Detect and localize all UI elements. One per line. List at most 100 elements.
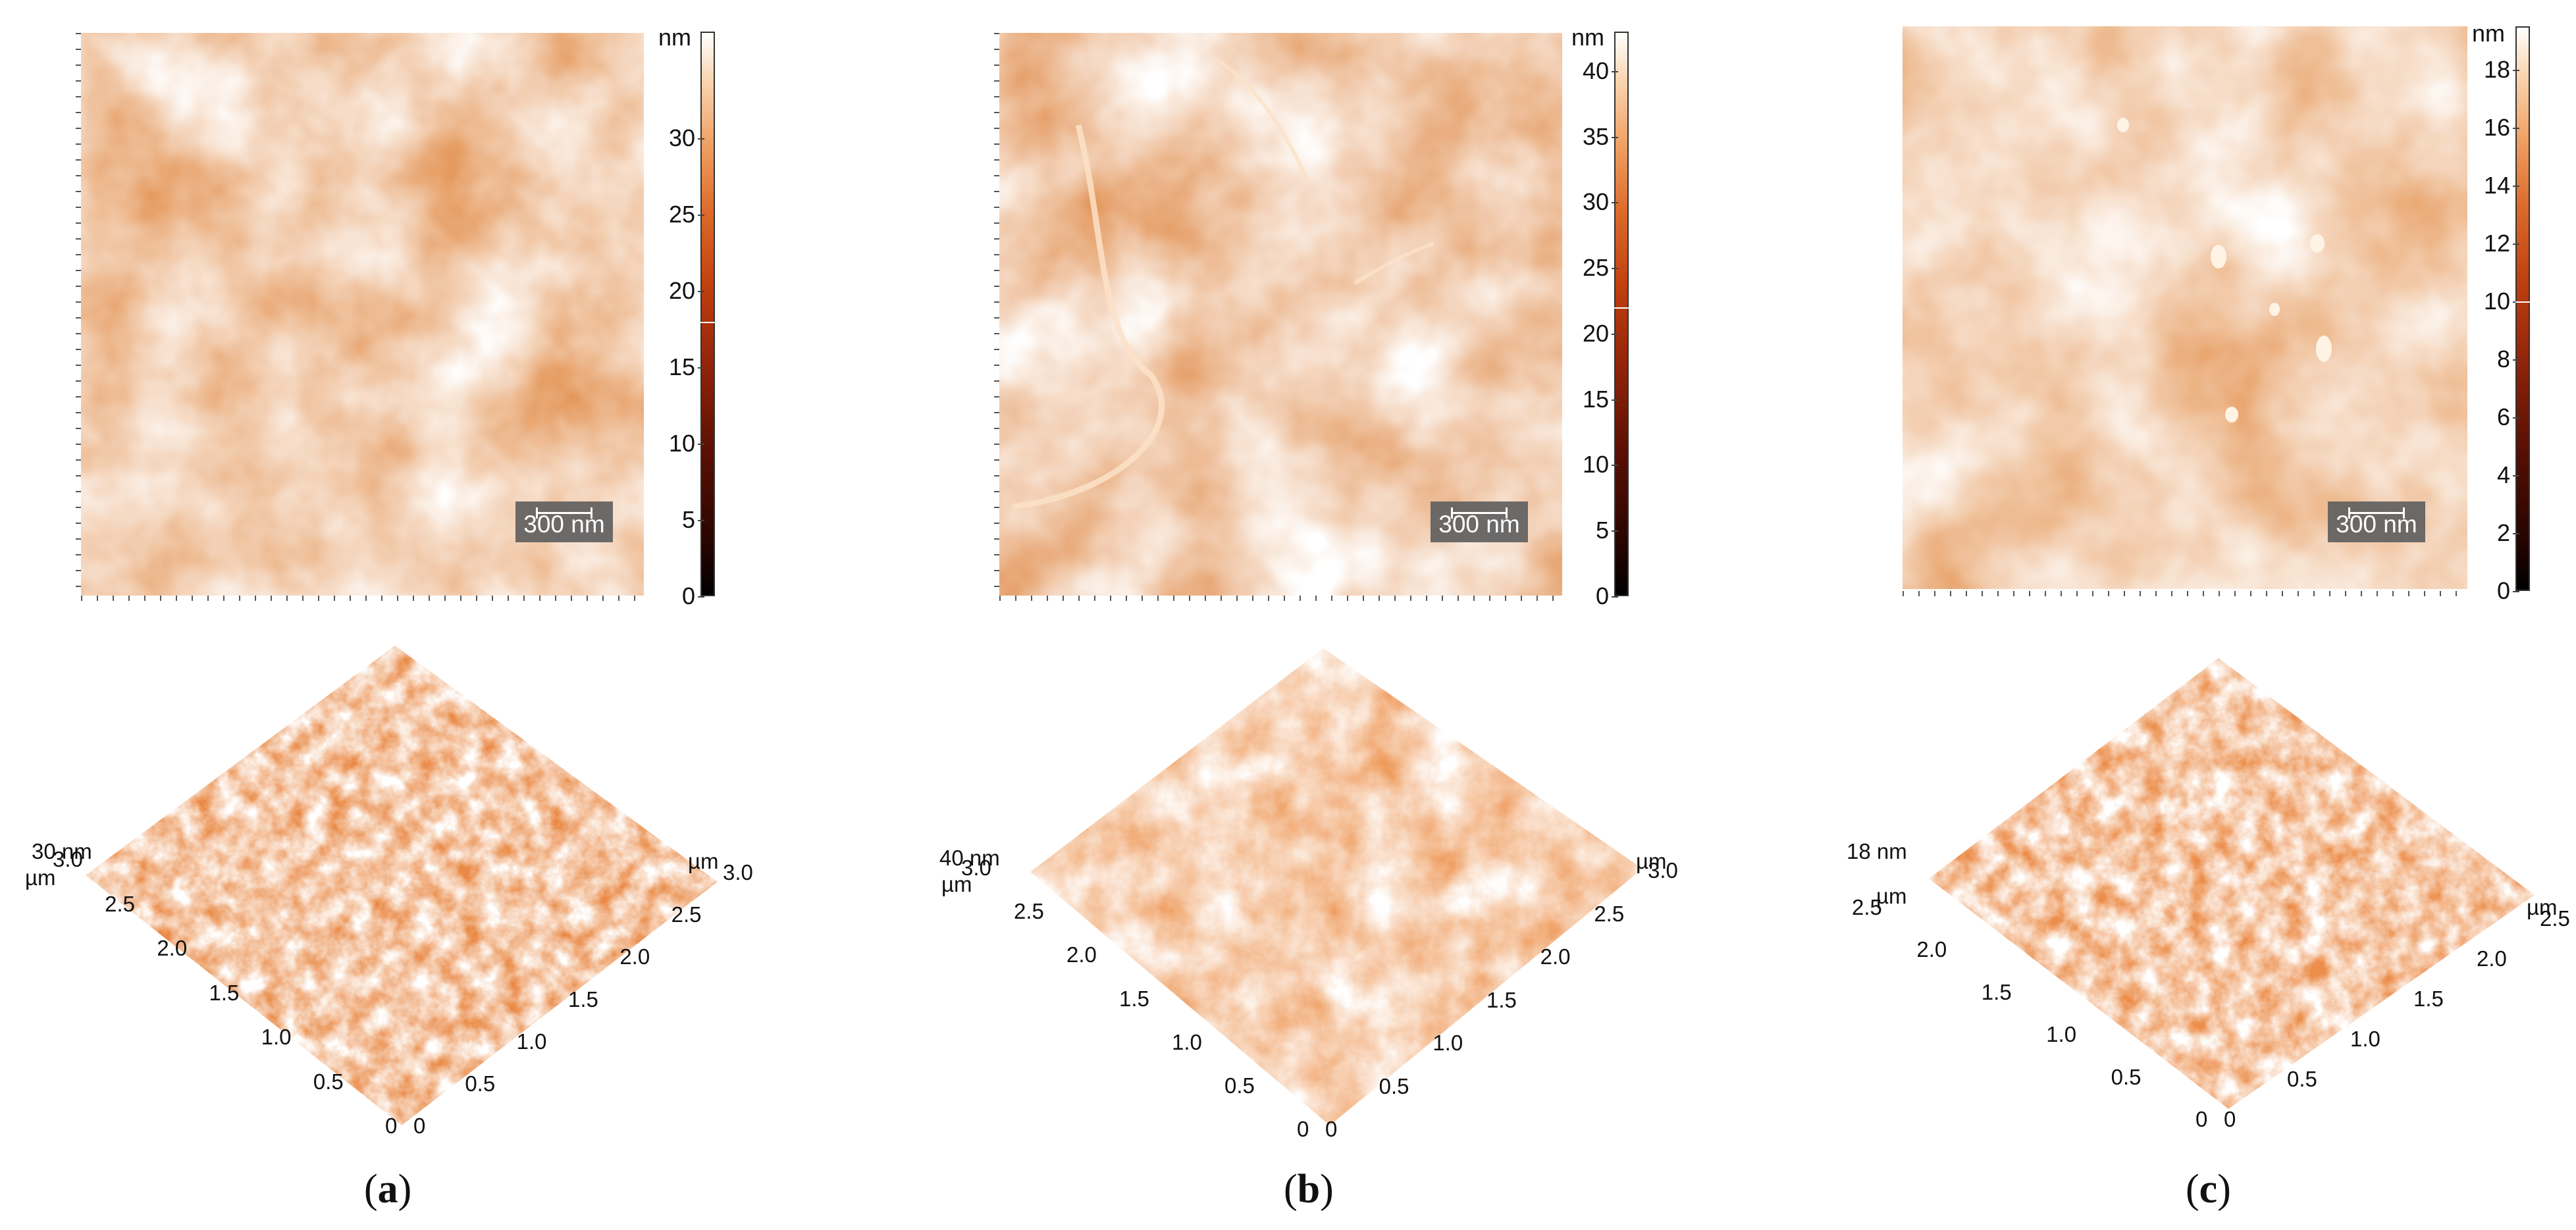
scale-bar-label: 300 nm bbox=[2336, 511, 2417, 538]
axis-tick-right: 0.5 bbox=[2287, 1067, 2317, 1091]
afm-topography-map-c: 300 nm bbox=[1903, 26, 2467, 589]
axis-tick-left: 2.0 bbox=[157, 936, 188, 960]
colorbar-tick-label: 10 bbox=[668, 430, 695, 457]
colorbar-tick-label: 40 bbox=[1582, 57, 1609, 84]
colorbar-tick-label: 6 bbox=[2496, 403, 2510, 430]
axis-unit-left-b: µm bbox=[941, 872, 972, 896]
colorbar-tick-mark bbox=[1612, 268, 1618, 270]
colorbar-tick-label: 0 bbox=[681, 582, 695, 609]
colorbar-tick-label: 15 bbox=[1582, 385, 1609, 413]
colorbar-tick-label: 5 bbox=[1595, 517, 1609, 544]
colorbar-tick-mark bbox=[1612, 333, 1618, 335]
axis-tick-left: 0.5 bbox=[313, 1069, 344, 1094]
caption-c: (c) bbox=[2186, 1167, 2231, 1212]
axis-tick-right: 1.5 bbox=[1486, 987, 1517, 1012]
axis-tick-left: 1.5 bbox=[1119, 986, 1149, 1011]
colorbar-tick-label: 12 bbox=[2483, 230, 2510, 257]
axis-tick-left: 0 bbox=[385, 1114, 398, 1138]
colorbar-c bbox=[2515, 26, 2530, 591]
axis-tick-left: 1.5 bbox=[1981, 979, 2012, 1004]
colorbar-tick-label: 16 bbox=[2483, 114, 2510, 141]
colorbar-tick-mark bbox=[698, 520, 704, 522]
axis-tick-left: 0 bbox=[1297, 1117, 1309, 1141]
axis-tick-right: 1.0 bbox=[2350, 1027, 2380, 1051]
colorbar-tick-mark bbox=[698, 138, 704, 140]
colorbar-marker bbox=[1614, 307, 1629, 309]
scale-bar-label: 300 nm bbox=[1438, 511, 1520, 538]
axis-tick-right: 0 bbox=[2224, 1107, 2236, 1131]
colorbar-tick-label: 35 bbox=[1582, 122, 1609, 150]
colorbar-tick-mark bbox=[1612, 399, 1618, 401]
z-label-a: 30 nm bbox=[32, 839, 92, 863]
axis-unit-right-a: µm bbox=[688, 849, 719, 873]
colorbar-marker bbox=[2515, 301, 2530, 303]
colorbar-tick-label: 25 bbox=[1582, 254, 1609, 282]
colorbar-tick-mark bbox=[2513, 533, 2519, 534]
colorbar-tick-mark bbox=[2513, 186, 2519, 187]
colorbar-tick-mark bbox=[2513, 475, 2519, 476]
colorbar-tick-mark bbox=[2513, 128, 2519, 129]
axis-tick-left: 0 bbox=[2195, 1107, 2208, 1131]
colorbar-tick-label: 10 bbox=[1582, 451, 1609, 478]
axis-tick-left: 1.5 bbox=[209, 980, 240, 1005]
axis-tick-left: 0.5 bbox=[1224, 1073, 1255, 1098]
colorbar-unit-a: nm bbox=[658, 24, 692, 51]
colorbar-tick-mark bbox=[698, 215, 704, 217]
colorbar-tick-label: 0 bbox=[1595, 582, 1609, 609]
axis-tick-right: 0.5 bbox=[465, 1071, 496, 1096]
colorbar-tick-mark bbox=[2513, 591, 2519, 592]
afm-3d-surface-b bbox=[1030, 645, 1643, 1139]
colorbar-a bbox=[700, 32, 715, 596]
axis-tick-right: 3.0 bbox=[723, 860, 753, 884]
axis-tick-left: 2.5 bbox=[105, 891, 136, 916]
colorbar-tick-mark bbox=[2513, 243, 2519, 245]
axis-tick-right: 1.0 bbox=[516, 1029, 547, 1054]
axis-tick-right: 3.0 bbox=[1648, 858, 1678, 883]
colorbar-marker bbox=[700, 321, 715, 323]
colorbar-unit-c: nm bbox=[2472, 20, 2506, 47]
colorbar-tick-mark bbox=[1612, 465, 1618, 467]
axis-tick-right: 2.0 bbox=[619, 944, 650, 969]
scale-bar-label: 300 nm bbox=[523, 511, 605, 538]
axis-tick-left: 3.0 bbox=[53, 847, 83, 871]
scale-bar-a: 300 nm bbox=[515, 501, 613, 542]
colorbar-tick-mark bbox=[1612, 70, 1618, 72]
scale-bar-b: 300 nm bbox=[1431, 501, 1528, 542]
colorbar-tick-mark bbox=[1612, 202, 1618, 204]
axis-tick-left: 3.0 bbox=[961, 856, 991, 880]
colorbar-tick-mark bbox=[698, 291, 704, 293]
colorbar-tick-label: 30 bbox=[668, 124, 695, 152]
axis-tick-left: 1.0 bbox=[1172, 1029, 1202, 1054]
axis-tick-right: 1.5 bbox=[568, 987, 598, 1012]
colorbar-tick-label: 4 bbox=[2496, 461, 2510, 488]
axis-tick-left: 1.0 bbox=[261, 1025, 292, 1049]
caption-b: (b) bbox=[1284, 1167, 1334, 1212]
colorbar-b bbox=[1614, 32, 1629, 596]
axis-tick-right: 2.0 bbox=[1540, 944, 1571, 969]
colorbar-tick-label: 0 bbox=[2496, 577, 2510, 604]
colorbar-tick-mark bbox=[2513, 70, 2519, 71]
colorbar-tick-mark bbox=[1612, 530, 1618, 532]
axis-tick-right: 2.0 bbox=[2477, 946, 2507, 971]
colorbar-tick-mark bbox=[698, 596, 704, 598]
colorbar-tick-label: 18 bbox=[2483, 56, 2510, 83]
caption-a: (a) bbox=[364, 1167, 412, 1212]
axis-tick-right: 1.0 bbox=[1433, 1031, 1463, 1055]
colorbar-tick-label: 15 bbox=[668, 353, 695, 381]
axis-tick-right: 2.5 bbox=[2540, 906, 2570, 931]
axis-tick-right: 2.5 bbox=[1594, 901, 1625, 926]
colorbar-tick-label: 8 bbox=[2496, 346, 2510, 372]
colorbar-tick-mark bbox=[2513, 417, 2519, 419]
axis-unit-left-a: µm bbox=[25, 865, 56, 890]
colorbar-tick-label: 5 bbox=[681, 506, 695, 534]
axis-tick-left: 2.5 bbox=[1014, 899, 1044, 924]
colorbar-tick-mark bbox=[698, 444, 704, 446]
z-label-b: 40 nm bbox=[939, 846, 1000, 870]
colorbar-tick-label: 20 bbox=[1582, 319, 1609, 347]
axis-tick-right: 0 bbox=[413, 1114, 426, 1138]
colorbar-tick-label: 30 bbox=[1582, 188, 1609, 216]
axis-unit-right-b: µm bbox=[1636, 849, 1667, 873]
axis-unit-right-c: µm bbox=[2527, 895, 2558, 919]
colorbar-tick-label: 20 bbox=[668, 277, 695, 305]
afm-3d-surface-a bbox=[86, 642, 718, 1142]
